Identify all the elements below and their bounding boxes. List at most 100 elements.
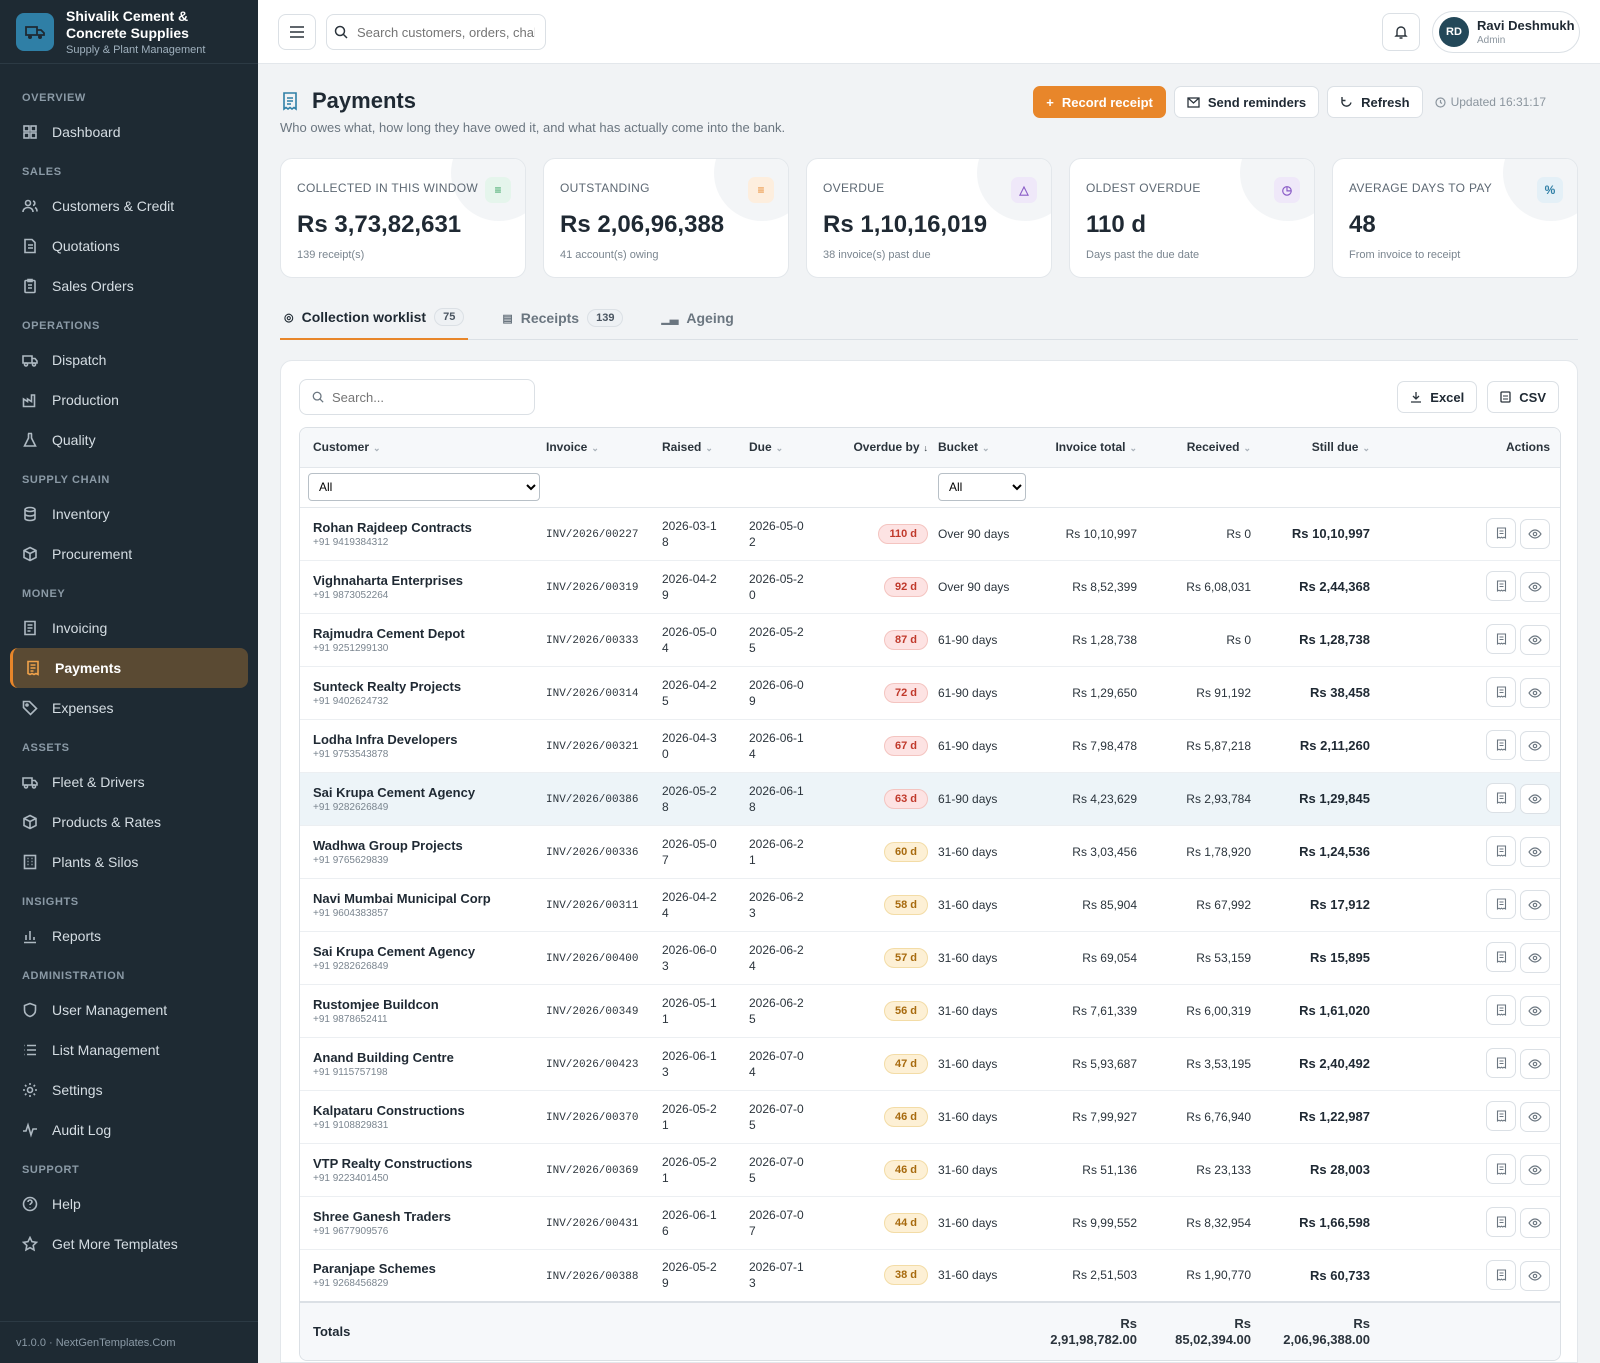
table-search (299, 379, 535, 415)
tab-collection-worklist[interactable]: ◎ Collection worklist 75 (280, 296, 469, 340)
view-invoice-button[interactable] (1486, 942, 1516, 972)
table-row[interactable]: Paranjape Schemes +91 9268456829 INV/2026/… (300, 1249, 1560, 1303)
sidebar-item-procurement[interactable]: Procurement (0, 534, 258, 574)
preview-button[interactable] (1520, 1208, 1550, 1238)
table-row[interactable]: Rustomjee Buildcon +91 9878652411 INV/2026… (300, 984, 1560, 1038)
view-invoice-button[interactable] (1486, 783, 1516, 813)
sidebar-item-inventory[interactable]: Inventory (0, 494, 258, 534)
view-invoice-button[interactable] (1486, 836, 1516, 866)
table-row[interactable]: Kalpataru Constructions +91 9108829831 INV… (300, 1090, 1560, 1144)
table-row[interactable]: Wadhwa Group Projects +91 9765629839 INV/2… (300, 825, 1560, 879)
view-invoice-button[interactable] (1486, 624, 1516, 654)
sidebar-item-sales-orders[interactable]: Sales Orders (0, 266, 258, 306)
preview-button[interactable] (1520, 996, 1550, 1026)
due-date: 2026-06-14 (749, 730, 804, 761)
view-invoice-button[interactable] (1486, 518, 1516, 548)
bucket-filter-select[interactable]: All (938, 473, 1026, 501)
table-row[interactable]: Shree Ganesh Traders +91 9677909576 INV/20… (300, 1196, 1560, 1250)
preview-button[interactable] (1520, 625, 1550, 655)
column-header-overdue-by[interactable]: Overdue by ↓ (836, 428, 938, 468)
column-header-customer[interactable]: Customer ⌄ (300, 428, 546, 468)
sidebar-item-settings[interactable]: Settings (0, 1070, 258, 1110)
preview-button[interactable] (1520, 837, 1550, 867)
view-invoice-button[interactable] (1486, 995, 1516, 1025)
preview-button[interactable] (1520, 1049, 1550, 1079)
mail-icon (1187, 96, 1200, 108)
view-invoice-button[interactable] (1486, 889, 1516, 919)
column-header-invoice[interactable]: Invoice ⌄ (546, 428, 662, 468)
record-receipt-button[interactable]: + Record receipt (1033, 86, 1166, 118)
truck-logo-icon (16, 12, 54, 51)
column-header-invoice-total[interactable]: Invoice total ⌄ (1033, 428, 1151, 468)
customer-filter-select[interactable]: All (308, 473, 540, 501)
sidebar-item-user-management[interactable]: User Management (0, 990, 258, 1030)
sidebar-item-invoicing[interactable]: Invoicing (0, 608, 258, 648)
clock-icon: ◷ (1274, 177, 1300, 203)
global-search-input[interactable] (326, 14, 546, 50)
export-excel-button[interactable]: Excel (1397, 381, 1478, 413)
preview-button[interactable] (1520, 1260, 1550, 1291)
sidebar-item-fleet-drivers[interactable]: Fleet & Drivers (0, 762, 258, 802)
preview-button[interactable] (1520, 890, 1550, 920)
view-invoice-button[interactable] (1486, 1207, 1516, 1237)
view-invoice-button[interactable] (1486, 1154, 1516, 1184)
sidebar-item-production[interactable]: Production (0, 380, 258, 420)
table-row[interactable]: Anand Building Centre +91 9115757198 INV/2… (300, 1037, 1560, 1091)
notifications-button[interactable] (1382, 13, 1420, 51)
preview-button[interactable] (1520, 1155, 1550, 1185)
sidebar-item-plants-silos[interactable]: Plants & Silos (0, 842, 258, 882)
table-row[interactable]: Sai Krupa Cement Agency +91 9282626849 INV… (300, 931, 1560, 985)
table-row[interactable]: Vighnaharta Enterprises +91 9873052264 INV… (300, 560, 1560, 614)
table-row[interactable]: Lodha Infra Developers +91 9753543878 INV/… (300, 719, 1560, 773)
column-header-raised[interactable]: Raised ⌄ (662, 428, 749, 468)
refresh-button[interactable]: Refresh (1327, 86, 1423, 118)
sidebar-item-customers-credit[interactable]: Customers & Credit (0, 186, 258, 226)
table-row[interactable]: Rohan Rajdeep Contracts +91 9419384312 INV… (300, 507, 1560, 561)
sidebar-item-payments[interactable]: Payments (10, 648, 248, 688)
sidebar-item-get-more-templates[interactable]: Get More Templates (0, 1224, 258, 1264)
table-row[interactable]: Sunteck Realty Projects +91 9402624732 INV… (300, 666, 1560, 720)
sidebar-item-quality[interactable]: Quality (0, 420, 258, 460)
table-row[interactable]: Rajmudra Cement Depot +91 9251299130 INV/2… (300, 613, 1560, 667)
send-reminders-button[interactable]: Send reminders (1173, 86, 1320, 118)
sidebar-item-expenses[interactable]: Expenses (0, 688, 258, 728)
preview-button[interactable] (1520, 731, 1550, 761)
sidebar-item-help[interactable]: Help (0, 1184, 258, 1224)
view-invoice-button[interactable] (1486, 571, 1516, 601)
overdue-badge: 56 d (883, 1000, 928, 1021)
sidebar-item-list-management[interactable]: List Management (0, 1030, 258, 1070)
sidebar-item-dispatch[interactable]: Dispatch (0, 340, 258, 380)
preview-button[interactable] (1520, 678, 1550, 708)
view-invoice-button[interactable] (1486, 1259, 1516, 1290)
sidebar-item-dashboard[interactable]: Dashboard (0, 112, 258, 152)
column-header-bucket[interactable]: Bucket ⌄ (938, 428, 1033, 468)
preview-button[interactable] (1520, 784, 1550, 814)
view-invoice-button[interactable] (1486, 730, 1516, 760)
column-header-due[interactable]: Due ⌄ (749, 428, 836, 468)
customer-name: Navi Mumbai Municipal Corp (313, 890, 491, 906)
sidebar-item-audit-log[interactable]: Audit Log (0, 1110, 258, 1150)
column-header-received[interactable]: Received ⌄ (1151, 428, 1265, 468)
sidebar-item-quotations[interactable]: Quotations (0, 226, 258, 266)
table-search-input[interactable] (332, 389, 512, 405)
preview-button[interactable] (1520, 943, 1550, 973)
view-invoice-button[interactable] (1486, 1048, 1516, 1078)
table-row[interactable]: Sai Krupa Cement Agency +91 9282626849 INV… (300, 772, 1560, 826)
sidebar-item-reports[interactable]: Reports (0, 916, 258, 956)
export-csv-button[interactable]: CSV (1487, 381, 1559, 413)
kpi-value: Rs 3,73,82,631 (297, 211, 462, 238)
user-menu[interactable]: RD Ravi Deshmukh Admin (1432, 11, 1580, 53)
tab-receipts[interactable]: ▤ Receipts 139 (498, 296, 627, 340)
table-row[interactable]: VTP Realty Constructions +91 9223401450 IN… (300, 1143, 1560, 1197)
view-invoice-button[interactable] (1486, 1101, 1516, 1131)
truck-icon (22, 355, 38, 367)
column-header-still-due[interactable]: Still due ⌄ (1265, 428, 1390, 468)
preview-button[interactable] (1520, 519, 1550, 549)
tab-ageing[interactable]: ▁▃ Ageing (657, 296, 737, 340)
sidebar-item-products-rates[interactable]: Products & Rates (0, 802, 258, 842)
preview-button[interactable] (1520, 572, 1550, 602)
view-invoice-button[interactable] (1486, 677, 1516, 707)
preview-button[interactable] (1520, 1102, 1550, 1132)
table-row[interactable]: Navi Mumbai Municipal Corp +91 9604383857… (300, 878, 1560, 932)
menu-toggle-button[interactable] (278, 14, 316, 50)
